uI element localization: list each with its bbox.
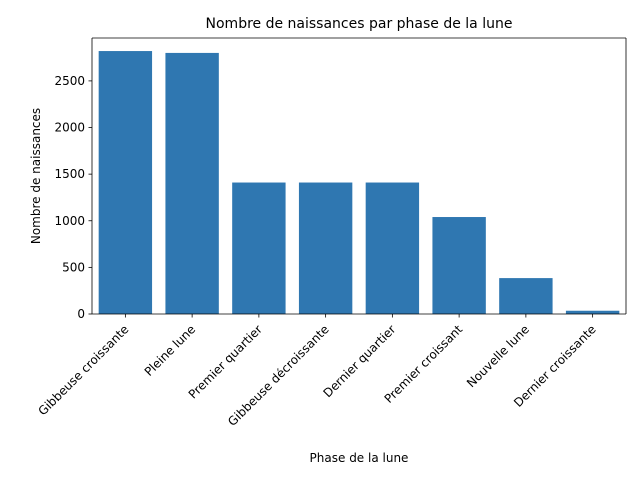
bars-layer [98, 51, 620, 315]
bar-3 [232, 182, 286, 314]
bar-4 [298, 182, 353, 314]
x-tick-label: Gibbeuse croissante [35, 322, 131, 418]
x-tick-label: Dernier quartier [321, 322, 399, 400]
y-axis-label: Nombre de naissances [29, 108, 43, 244]
y-tick-label: 1500 [54, 167, 85, 181]
chart-title: Nombre de naissances par phase de la lun… [206, 16, 513, 32]
y-tick-label: 1000 [54, 214, 85, 228]
y-tick-label: 2000 [54, 121, 85, 135]
bar-1 [98, 51, 153, 315]
bar-5 [365, 182, 420, 314]
y-tick-label: 500 [62, 260, 85, 274]
bar-2 [165, 52, 219, 315]
bar-7 [499, 278, 553, 314]
x-tick-label: Pleine lune [142, 322, 199, 379]
y-tick-label: 0 [77, 307, 85, 321]
bar-6 [432, 217, 486, 314]
bar-8 [565, 310, 620, 314]
y-tick-label: 2500 [54, 74, 85, 88]
x-axis-label: Phase de la lune [310, 451, 409, 465]
x-tick-label: Nouvelle lune [464, 322, 532, 390]
